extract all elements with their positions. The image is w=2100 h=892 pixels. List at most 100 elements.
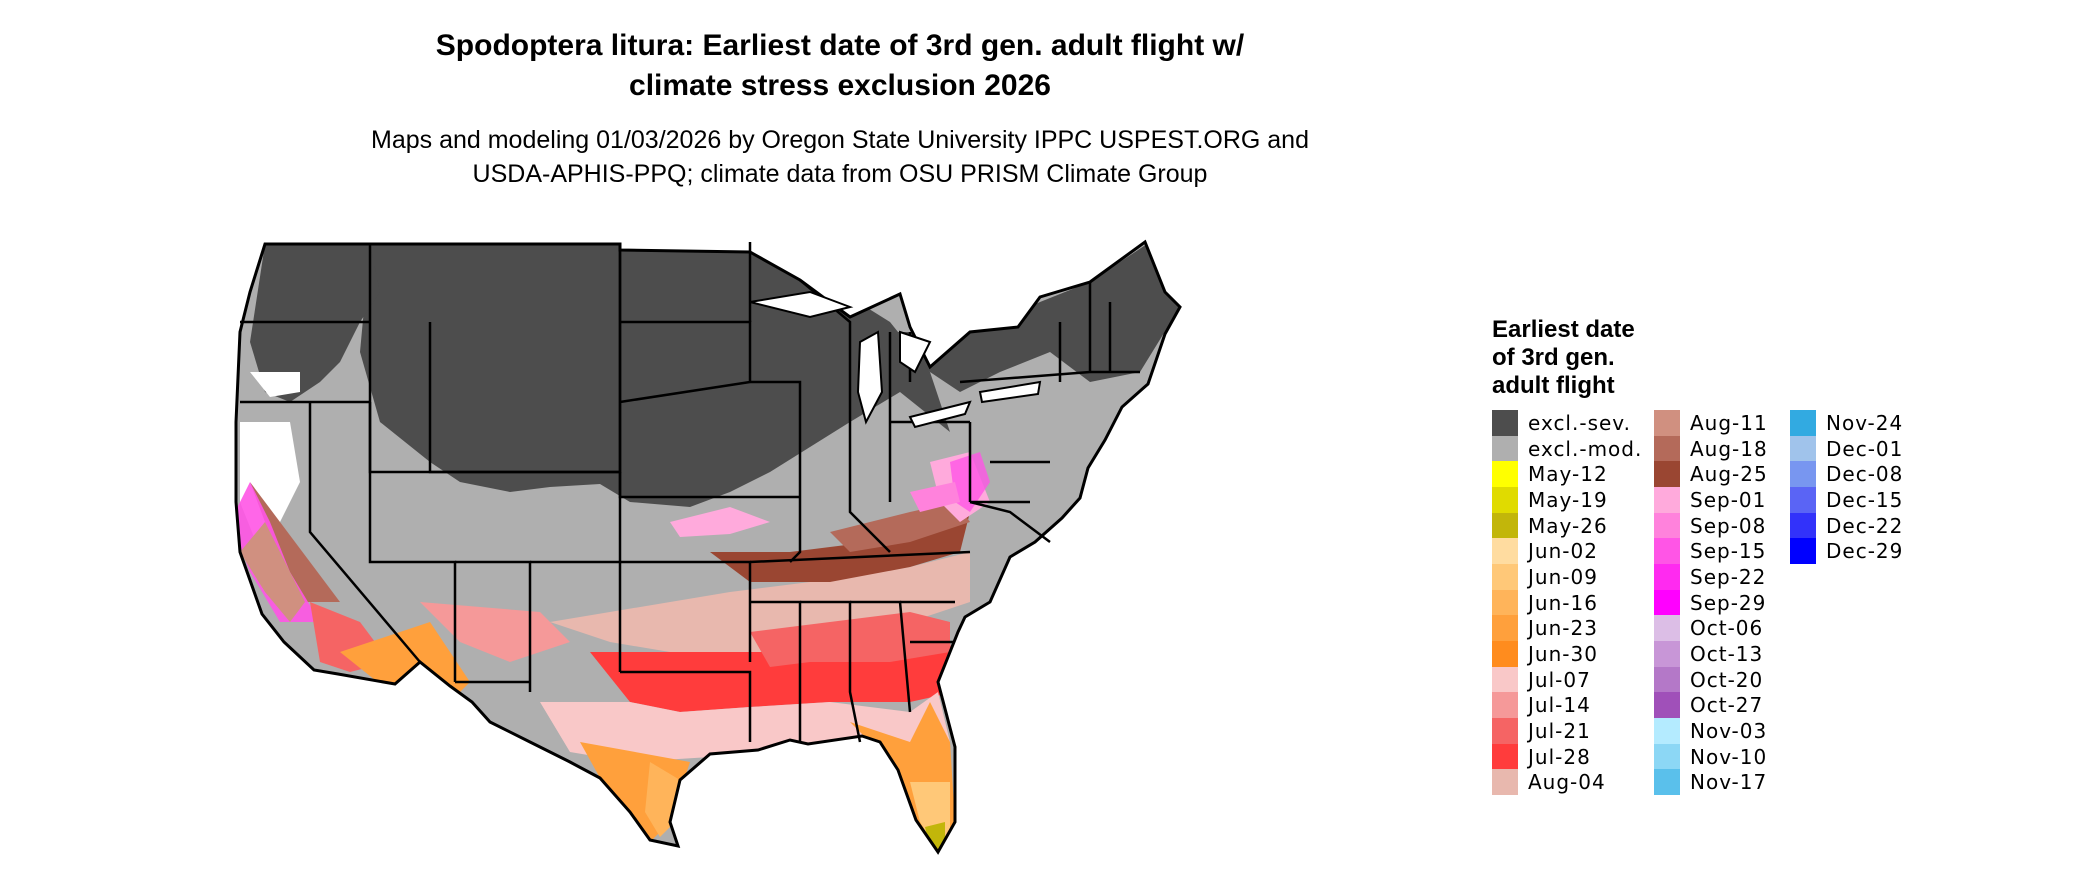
map-fill [236, 242, 1180, 852]
legend-item: Oct-27 [1654, 692, 1768, 719]
legend-label: Jun-16 [1528, 590, 1598, 615]
us-map [234, 240, 1182, 854]
legend-item: Sep-08 [1654, 512, 1768, 539]
legend-label: Dec-15 [1826, 487, 1904, 512]
legend-label: Oct-20 [1690, 667, 1764, 692]
legend-swatch [1654, 409, 1680, 436]
legend-label: Oct-27 [1690, 693, 1764, 718]
legend-item: Nov-03 [1654, 718, 1768, 745]
legend-title-line: Earliest date [1492, 316, 1635, 343]
legend-swatch [1492, 666, 1518, 693]
legend-item: Jun-16 [1492, 589, 1642, 616]
legend-item: Jun-30 [1492, 641, 1642, 668]
legend-item: Jun-02 [1492, 538, 1642, 565]
legend-item: Sep-15 [1654, 538, 1768, 565]
legend-label: Aug-18 [1690, 436, 1768, 461]
legend-title: Earliest date of 3rd gen. adult flight [1492, 316, 1635, 400]
legend-item: excl.-sev. [1492, 409, 1642, 436]
legend-item: Jun-23 [1492, 615, 1642, 642]
legend-item: May-26 [1492, 512, 1642, 539]
legend-label: Dec-22 [1826, 513, 1904, 538]
map-title: Spodoptera litura: Earliest date of 3rd … [280, 26, 1400, 106]
legend-swatch [1654, 615, 1680, 642]
legend-item: Aug-11 [1654, 409, 1768, 436]
legend-label: Jun-09 [1528, 564, 1598, 589]
legend-label: Oct-06 [1690, 616, 1764, 641]
map-subtitle-line-1: Maps and modeling 01/03/2026 by Oregon S… [371, 126, 1309, 154]
legend-item: Dec-01 [1790, 435, 1904, 462]
legend-swatch [1492, 409, 1518, 436]
legend-item: Jun-09 [1492, 563, 1642, 590]
legend-item: May-12 [1492, 461, 1642, 488]
legend-swatch [1492, 769, 1518, 796]
legend-swatch [1492, 718, 1518, 745]
legend-swatch [1654, 538, 1680, 565]
legend-label: excl.-mod. [1528, 436, 1643, 461]
legend-swatch [1790, 461, 1816, 488]
legend-label: Jun-23 [1528, 616, 1598, 641]
legend-item: Aug-18 [1654, 435, 1768, 462]
legend-label: Aug-25 [1690, 462, 1768, 487]
legend-label: Nov-24 [1826, 410, 1904, 435]
legend-label: Jul-28 [1528, 744, 1591, 769]
legend-label: Jul-14 [1528, 693, 1591, 718]
legend-item: Sep-29 [1654, 589, 1768, 616]
legend-title-line: of 3rd gen. [1492, 344, 1615, 371]
map-subtitle-line-2: USDA-APHIS-PPQ; climate data from OSU PR… [472, 160, 1208, 188]
legend-label: May-12 [1528, 462, 1608, 487]
legend-swatch [1492, 461, 1518, 488]
legend-swatch [1654, 461, 1680, 488]
legend-label: Dec-01 [1826, 436, 1904, 461]
legend-label: Oct-13 [1690, 642, 1764, 667]
legend-swatch [1492, 641, 1518, 668]
legend-label: Sep-01 [1690, 487, 1767, 512]
legend-item: Jul-14 [1492, 692, 1642, 719]
legend-column-3: Nov-24 Dec-01 Dec-08 Dec-15 Dec-22 Dec-29 [1790, 409, 1904, 565]
legend-swatch [1654, 692, 1680, 719]
legend-item: Aug-04 [1492, 769, 1642, 796]
legend-item: Dec-15 [1790, 486, 1904, 513]
legend-item: Jul-28 [1492, 743, 1642, 770]
legend-swatch [1790, 538, 1816, 565]
legend-item: Nov-24 [1790, 409, 1904, 436]
legend-swatch [1654, 512, 1680, 539]
legend-label: May-26 [1528, 513, 1608, 538]
legend-label: Sep-08 [1690, 513, 1767, 538]
state-boundaries [240, 242, 1140, 743]
legend-item: Oct-13 [1654, 641, 1768, 668]
map-title-line-1: Spodoptera litura: Earliest date of 3rd … [435, 29, 1245, 62]
legend-label: May-19 [1528, 487, 1608, 512]
legend-swatch [1492, 512, 1518, 539]
legend-item: Aug-25 [1654, 461, 1768, 488]
legend-item: Jul-21 [1492, 718, 1642, 745]
legend-label: Aug-11 [1690, 410, 1768, 435]
legend-swatch [1654, 563, 1680, 590]
legend-label: Nov-10 [1690, 744, 1768, 769]
legend-swatch [1492, 486, 1518, 513]
legend-label: Jul-07 [1528, 667, 1591, 692]
legend-swatch [1790, 512, 1816, 539]
legend-swatch [1492, 538, 1518, 565]
legend-swatch [1492, 692, 1518, 719]
legend-swatch [1492, 435, 1518, 462]
legend-swatch [1654, 589, 1680, 616]
legend-item: Sep-01 [1654, 486, 1768, 513]
legend-label: Sep-22 [1690, 564, 1767, 589]
map-title-line-2: climate stress exclusion 2026 [629, 69, 1051, 102]
legend-swatch [1654, 743, 1680, 770]
legend-item: Dec-29 [1790, 538, 1903, 565]
legend-item: May-19 [1492, 486, 1642, 513]
legend-item: Oct-06 [1654, 615, 1768, 642]
legend-column-2: Aug-11 Aug-18 Aug-25 Sep-01 Sep-08 Sep-15 Sep-… [1654, 409, 1768, 796]
legend-label: Jun-30 [1528, 642, 1598, 667]
legend-label: Nov-03 [1690, 719, 1768, 744]
great-lakes [749, 290, 1042, 429]
legend-swatch [1492, 615, 1518, 642]
legend-swatch [1790, 486, 1816, 513]
legend-item: Sep-22 [1654, 563, 1768, 590]
legend-swatch [1654, 435, 1680, 462]
legend-swatch [1492, 563, 1518, 590]
legend-item: Dec-08 [1790, 461, 1903, 488]
legend-column-1: excl.-sev. excl.-mod. May-12 May-19 May-26 Ju… [1492, 409, 1643, 796]
legend-item: Dec-22 [1790, 512, 1904, 539]
